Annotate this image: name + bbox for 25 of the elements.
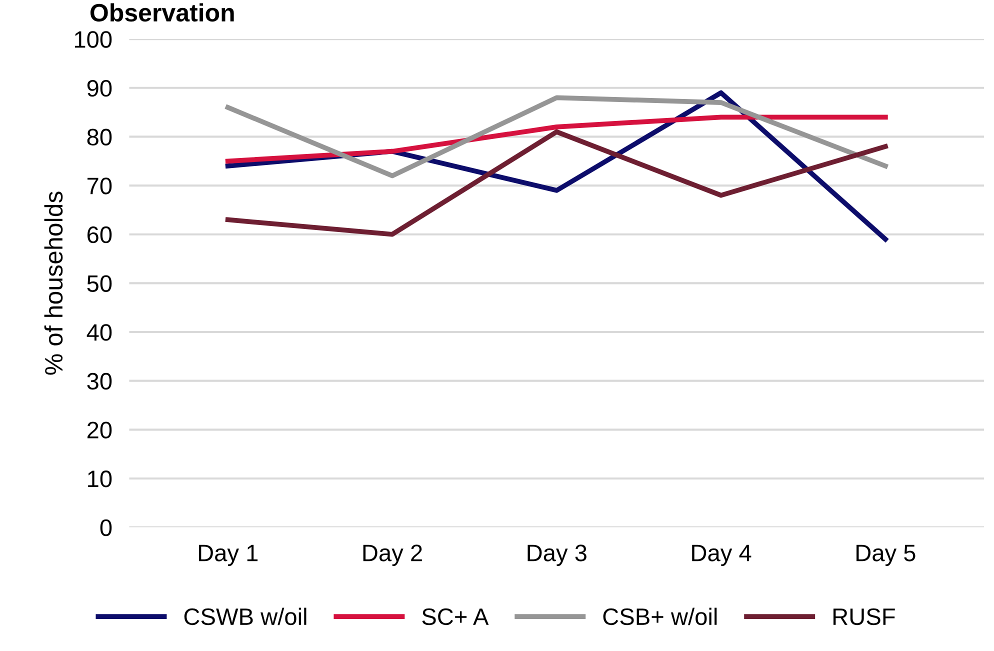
y-tick-label: 0 bbox=[100, 519, 112, 536]
line-series bbox=[225, 95, 888, 178]
x-tick-label: Day 2 bbox=[363, 544, 422, 566]
legend-label: SC+ A bbox=[422, 608, 489, 626]
y-tick-label: 10 bbox=[88, 470, 112, 488]
y-axis-title: % of households bbox=[44, 192, 63, 375]
legend-label: RUSF bbox=[833, 608, 895, 626]
y-tick-label: 50 bbox=[87, 275, 112, 292]
x-tick-label: Day 4 bbox=[692, 544, 752, 566]
y-tick-label: 70 bbox=[88, 178, 112, 194]
x-tick-label: Day 5 bbox=[856, 544, 916, 566]
y-tick-label: 80 bbox=[87, 128, 112, 146]
legend-label: CSWB w/oil bbox=[184, 608, 306, 626]
y-tick-label: 40 bbox=[86, 324, 112, 341]
line-series bbox=[225, 129, 888, 237]
y-tick-label: 60 bbox=[87, 226, 112, 244]
legend-label: CSB+ w/oil bbox=[603, 608, 717, 626]
y-tick-label: 100 bbox=[74, 31, 112, 48]
y-tick-label: 30 bbox=[87, 372, 112, 390]
line-series bbox=[225, 114, 888, 164]
x-tick-label: Day 1 bbox=[198, 544, 258, 566]
chart-title: Observation bbox=[90, 3, 234, 22]
y-tick-label: 20 bbox=[87, 422, 112, 438]
x-tick-label: Day 3 bbox=[528, 544, 586, 566]
y-tick-label: 90 bbox=[87, 80, 112, 97]
